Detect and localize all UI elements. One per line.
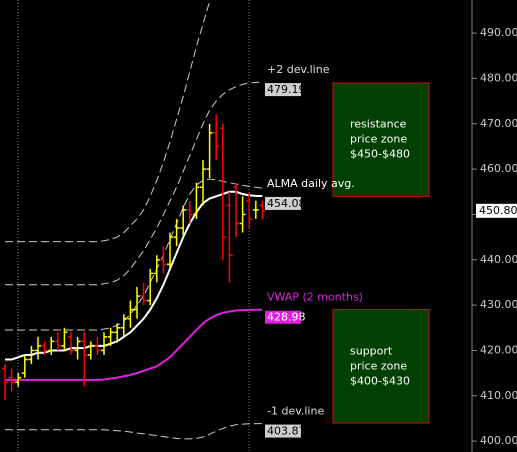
zone-label: $450-$480 — [350, 148, 410, 161]
value-label-box — [265, 310, 301, 324]
deviation-line — [5, 81, 263, 286]
series-name: +2 dev.line — [267, 63, 330, 76]
average-line — [5, 308, 263, 381]
y-tick-label: 490.00 — [480, 26, 517, 39]
price-zone — [332, 82, 430, 197]
value-label: 403.87 — [267, 425, 306, 438]
series-name: VWAP (2 months) — [267, 291, 363, 304]
deviation-line — [5, 178, 263, 331]
value-label-box — [265, 83, 301, 97]
zone-label: price zone — [350, 133, 407, 146]
y-tick-label: 470.00 — [480, 117, 517, 130]
deviation-line — [5, 1, 211, 243]
y-tick-label: 400.00 — [480, 434, 517, 447]
value-label: 454.08 — [267, 197, 306, 210]
y-tick-label: 440.00 — [480, 253, 517, 266]
y-tick-label: 430.00 — [480, 298, 517, 311]
zone-label: support — [350, 344, 393, 357]
zone-label: $400-$430 — [350, 374, 410, 387]
zone-label: resistance — [350, 118, 407, 131]
current-price-label: 450.80 — [479, 204, 517, 217]
y-tick-label: 460.00 — [480, 162, 517, 175]
y-tick-label: 480.00 — [480, 71, 517, 84]
value-label-box — [265, 424, 301, 438]
value-label: 428.98 — [267, 311, 306, 324]
y-tick-label: 420.00 — [480, 343, 517, 356]
y-tick-label: 410.00 — [480, 389, 517, 402]
series-name: ALMA daily avg. — [267, 177, 355, 190]
current-price-box — [476, 203, 517, 218]
deviation-line — [5, 423, 263, 440]
zone-label: price zone — [350, 359, 407, 372]
value-label: 479.19 — [267, 83, 306, 96]
average-line — [5, 190, 263, 361]
price-zone — [332, 309, 430, 424]
value-label-box — [265, 196, 301, 210]
series-name: -1 dev.line — [267, 405, 324, 418]
